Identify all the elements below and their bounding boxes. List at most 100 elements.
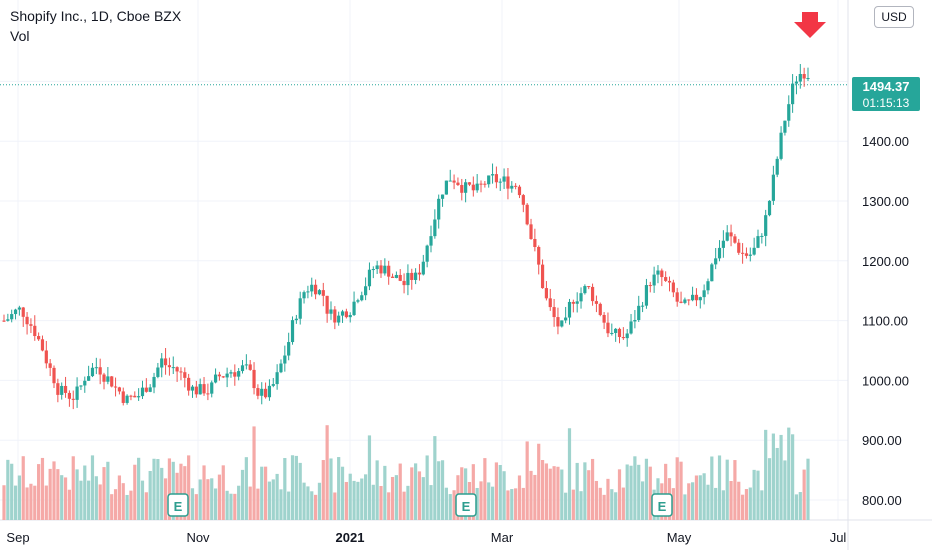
volume-bar [452,490,456,520]
volume-bar [714,487,718,520]
candle-body [360,295,364,301]
volume-bar [414,463,418,520]
volume-bar [44,485,48,520]
candle-body [702,290,706,298]
volume-bar [248,486,252,520]
candle-body [617,328,622,338]
volume-bar [348,473,352,520]
candle-body [283,355,287,364]
volume-bar [321,460,325,520]
candle-body [794,81,799,84]
volume-bar [583,462,587,520]
candle-body [606,322,610,334]
volume-bar [213,488,218,520]
volume-bar [317,482,322,520]
volume-bar [590,458,595,520]
volume-bar [402,491,406,520]
candle-body [506,176,510,189]
volume-bar [610,489,614,520]
candle-body [567,301,572,318]
volume-bar [579,491,583,520]
volume-bar [544,463,549,520]
volume-bar [537,443,541,520]
volume-bar [675,457,679,520]
down-arrow-icon [794,12,826,38]
earnings-marker-label: E [658,499,667,514]
volume-bar [433,436,437,520]
candle-body [179,371,183,373]
candle-body [260,388,264,396]
volume-bar [440,460,445,520]
volume-bar [521,487,525,520]
candle-body [87,376,91,381]
volume-bar [302,482,306,520]
volume-bar [375,460,379,520]
volume-bar [275,473,279,520]
volume-bar [271,479,275,520]
volume-bar [533,474,537,520]
candle-body [210,382,214,394]
candle-body [225,373,229,378]
currency-button[interactable]: USD [874,6,914,28]
candle-body [525,204,529,225]
volume-bar [760,490,764,520]
volume-bar [229,493,233,520]
volume-bar [429,485,433,520]
candle-body [540,264,545,289]
candle-body [44,350,48,364]
x-tick-label: Jul [830,530,847,545]
x-tick-label: 2021 [336,530,365,545]
candle-body [675,292,679,302]
candle-body [698,297,702,301]
volume-bar [690,482,695,520]
candle-body [421,261,425,275]
volume-bar [244,457,248,520]
volume-bar [60,475,64,520]
candle-body [233,372,237,377]
candle-body [560,320,564,327]
candle-body [737,242,741,253]
volume-bar [406,485,410,520]
volume-bar [498,464,502,520]
volume-bar [633,456,637,520]
candle-body [356,300,360,302]
candle-body [444,180,448,195]
candle-body [748,254,752,256]
candle-body [717,247,722,259]
candle-body [556,317,560,327]
volume-bar [644,458,649,520]
volume-bar [629,465,633,520]
candle-body [129,395,133,397]
volume-bar [283,458,287,520]
volume-bar [329,458,333,520]
candle-body [664,277,668,281]
volume-bar [514,488,518,520]
candle-body [710,264,714,282]
volume-bar [444,487,448,520]
candle-body [340,311,345,316]
earnings-marker-label: E [462,499,471,514]
candle-body [371,269,375,271]
volume-bar [279,489,283,520]
volume-bar [548,468,552,520]
volume-bar [567,428,572,520]
candle-body [52,367,56,384]
candle-body [75,386,79,400]
y-tick-label: 1400.00 [862,134,909,149]
candle-body [752,247,756,255]
candle-body [194,386,198,395]
y-tick-label: 1100.00 [862,314,908,329]
candle-body [240,365,245,372]
candle-body [390,276,395,278]
candle-body [156,367,160,377]
candle-body [502,176,506,182]
candle-body [433,219,437,237]
candle-body [263,388,268,398]
candle-body [510,185,514,189]
volume-bar [240,469,245,520]
candle-body [517,186,522,196]
volume-bar [160,467,164,520]
candle-body [741,252,745,254]
volume-bar [102,467,106,520]
